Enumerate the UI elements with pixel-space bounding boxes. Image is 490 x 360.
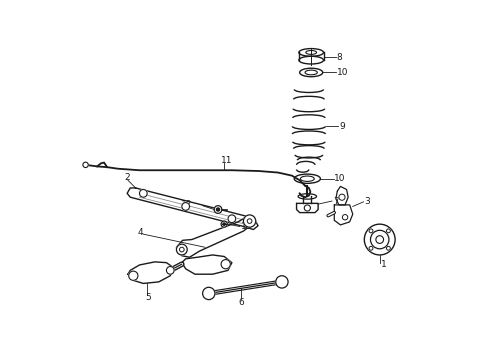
Text: 10: 10 [337, 68, 348, 77]
Ellipse shape [294, 174, 320, 183]
Ellipse shape [305, 70, 318, 75]
Circle shape [247, 219, 252, 223]
Text: 13: 13 [241, 222, 253, 231]
Circle shape [365, 224, 395, 255]
Circle shape [221, 221, 227, 227]
Circle shape [223, 223, 225, 225]
Text: 10: 10 [334, 174, 346, 183]
Circle shape [387, 246, 391, 250]
Circle shape [129, 271, 138, 280]
Polygon shape [128, 262, 174, 283]
Ellipse shape [300, 68, 323, 77]
Text: 6: 6 [239, 298, 245, 307]
Circle shape [343, 215, 348, 220]
Circle shape [176, 244, 187, 255]
Text: 1: 1 [381, 260, 387, 269]
Polygon shape [182, 255, 232, 274]
Text: 7: 7 [333, 197, 339, 206]
Circle shape [370, 230, 389, 249]
Circle shape [214, 206, 222, 213]
Ellipse shape [300, 176, 314, 181]
Text: 4: 4 [138, 228, 144, 237]
Circle shape [83, 162, 88, 167]
Circle shape [221, 260, 230, 269]
Ellipse shape [306, 50, 317, 54]
Circle shape [369, 229, 373, 233]
Text: 9: 9 [339, 122, 344, 131]
Circle shape [369, 246, 373, 250]
Circle shape [182, 203, 190, 210]
Ellipse shape [299, 49, 323, 56]
Text: 8: 8 [337, 53, 343, 62]
Polygon shape [296, 203, 318, 213]
Polygon shape [334, 205, 353, 225]
Polygon shape [336, 186, 348, 205]
Polygon shape [176, 216, 250, 257]
Polygon shape [127, 188, 258, 230]
Circle shape [387, 229, 391, 233]
Circle shape [244, 215, 256, 227]
Text: 2: 2 [124, 174, 130, 183]
Circle shape [339, 194, 345, 200]
Circle shape [140, 189, 147, 197]
Text: 5: 5 [145, 293, 150, 302]
Text: 12: 12 [181, 200, 193, 209]
Circle shape [276, 276, 288, 288]
Circle shape [376, 236, 384, 243]
Circle shape [304, 205, 311, 211]
Circle shape [228, 215, 236, 222]
Circle shape [167, 266, 174, 274]
Ellipse shape [299, 56, 323, 64]
Ellipse shape [298, 194, 317, 199]
Circle shape [217, 208, 220, 211]
Circle shape [203, 287, 215, 300]
Circle shape [179, 247, 184, 252]
Text: 3: 3 [365, 197, 370, 206]
Text: 11: 11 [221, 156, 233, 165]
